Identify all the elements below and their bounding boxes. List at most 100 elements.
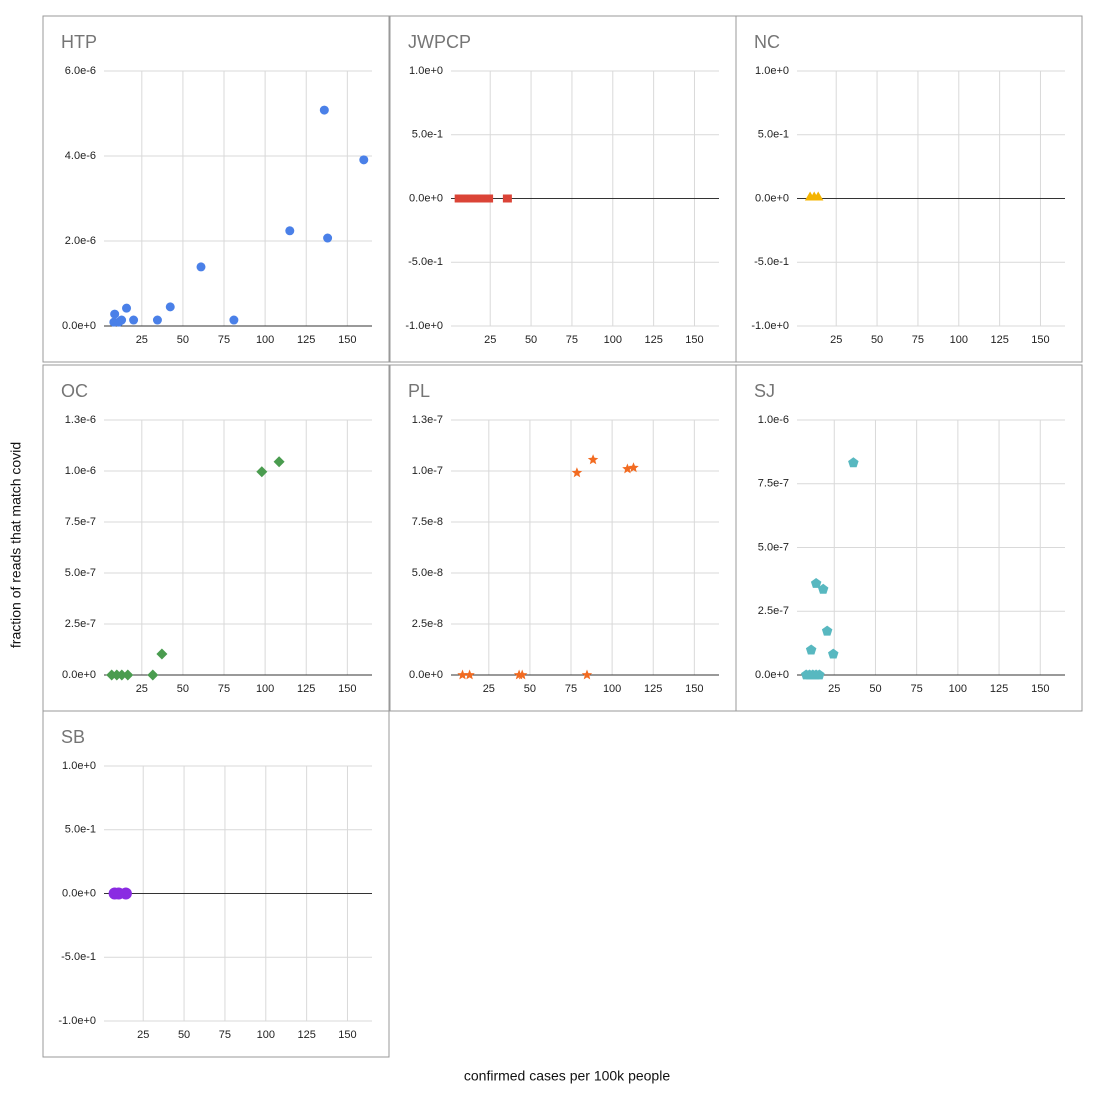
y-tick-label: 1.0e+0 xyxy=(62,760,96,772)
x-tick-label: 25 xyxy=(136,683,148,695)
y-tick-label: 2.0e-6 xyxy=(65,235,96,247)
x-tick-label: 50 xyxy=(177,683,189,695)
point xyxy=(152,315,162,325)
point xyxy=(256,466,268,478)
x-tick-label: 50 xyxy=(525,334,537,346)
y-tick-label: 0.0e+0 xyxy=(62,669,96,681)
x-tick-label: 150 xyxy=(1031,683,1049,695)
x-tick-label: 150 xyxy=(338,683,356,695)
panel-title: PL xyxy=(408,381,430,401)
x-tick-label: 100 xyxy=(604,334,622,346)
y-tick-label: 1.0e+0 xyxy=(755,65,789,77)
y-tick-label: -1.0e+0 xyxy=(405,320,443,332)
point xyxy=(129,315,139,325)
point xyxy=(165,302,175,312)
x-tick-label: 100 xyxy=(950,334,968,346)
y-tick-label: 5.0e-7 xyxy=(65,567,96,579)
point xyxy=(581,669,593,680)
point xyxy=(117,315,127,325)
point xyxy=(813,191,824,201)
panel-frame xyxy=(735,15,1083,363)
y-tick-label: 0.0e+0 xyxy=(409,669,443,681)
y-tick-label: -5.0e-1 xyxy=(754,256,789,268)
x-tick-label: 25 xyxy=(136,334,148,346)
y-tick-label: 4.0e-6 xyxy=(65,150,96,162)
y-tick-label: 0.0e+0 xyxy=(62,887,96,899)
point xyxy=(805,644,817,655)
point xyxy=(110,309,120,319)
point xyxy=(196,262,206,272)
y-tick-label: -1.0e+0 xyxy=(58,1015,96,1027)
x-tick-label: 125 xyxy=(297,334,315,346)
x-tick-label: 25 xyxy=(483,683,495,695)
y-tick-label: 5.0e-8 xyxy=(412,567,443,579)
point xyxy=(517,669,528,680)
y-tick-label: 1.3e-6 xyxy=(65,414,96,426)
x-tick-label: 75 xyxy=(912,334,924,346)
point xyxy=(628,462,639,473)
x-tick-label: 75 xyxy=(218,334,230,346)
point xyxy=(587,454,599,465)
y-tick-label: -5.0e-1 xyxy=(61,951,96,963)
x-tick-label: 125 xyxy=(990,334,1008,346)
y-tick-label: 2.5e-8 xyxy=(412,618,443,630)
x-tick-label: 150 xyxy=(338,334,356,346)
point xyxy=(821,625,833,636)
x-tick-label: 25 xyxy=(828,683,840,695)
y-tick-label: 2.5e-7 xyxy=(758,605,789,617)
x-tick-label: 125 xyxy=(644,334,662,346)
y-tick-label: 1.0e-6 xyxy=(65,465,96,477)
x-tick-label: 125 xyxy=(297,683,315,695)
x-tick-label: 50 xyxy=(871,334,883,346)
point xyxy=(457,669,468,680)
x-tick-label: 75 xyxy=(566,334,578,346)
x-tick-label: 125 xyxy=(644,683,662,695)
point xyxy=(848,457,859,468)
point xyxy=(502,194,512,203)
x-tick-label: 50 xyxy=(178,1029,190,1041)
y-tick-label: 5.0e-7 xyxy=(758,541,789,553)
x-tick-label: 150 xyxy=(1031,334,1049,346)
y-tick-label: 1.0e+0 xyxy=(409,65,443,77)
point xyxy=(119,887,132,900)
panel-title: NC xyxy=(754,32,780,52)
x-tick-label: 75 xyxy=(219,1029,231,1041)
x-tick-label: 25 xyxy=(484,334,496,346)
point xyxy=(319,105,329,115)
x-axis-label: confirmed cases per 100k people xyxy=(464,1068,670,1084)
y-tick-label: 6.0e-6 xyxy=(65,65,96,77)
point xyxy=(484,194,494,203)
point xyxy=(156,648,168,660)
y-tick-label: 7.5e-7 xyxy=(758,478,789,490)
y-tick-label: 1.0e-6 xyxy=(758,414,789,426)
panel-title: OC xyxy=(61,381,88,401)
y-tick-label: -5.0e-1 xyxy=(408,256,443,268)
panel-title: HTP xyxy=(61,32,97,52)
point xyxy=(122,303,132,313)
point xyxy=(116,669,128,681)
point xyxy=(810,578,822,588)
x-tick-label: 150 xyxy=(338,1029,356,1041)
point xyxy=(285,226,295,236)
x-tick-label: 50 xyxy=(869,683,881,695)
y-tick-label: 0.0e+0 xyxy=(409,192,443,204)
point xyxy=(571,467,583,478)
y-tick-label: 2.5e-7 xyxy=(65,618,96,630)
x-tick-label: 50 xyxy=(524,683,536,695)
y-tick-label: -1.0e+0 xyxy=(751,320,789,332)
panel-title: SJ xyxy=(754,381,775,401)
y-tick-label: 1.0e-7 xyxy=(412,465,443,477)
x-tick-label: 150 xyxy=(685,683,703,695)
point xyxy=(323,233,333,243)
point xyxy=(464,669,475,680)
point xyxy=(818,583,829,594)
x-tick-label: 125 xyxy=(990,683,1008,695)
x-tick-label: 75 xyxy=(911,683,923,695)
y-tick-label: 5.0e-1 xyxy=(758,129,789,141)
panel-title: SB xyxy=(61,727,85,747)
y-tick-label: 0.0e+0 xyxy=(62,320,96,332)
panel-frame xyxy=(42,710,390,1058)
x-tick-label: 50 xyxy=(177,334,189,346)
panel-frame xyxy=(735,364,1083,712)
x-tick-label: 150 xyxy=(685,334,703,346)
